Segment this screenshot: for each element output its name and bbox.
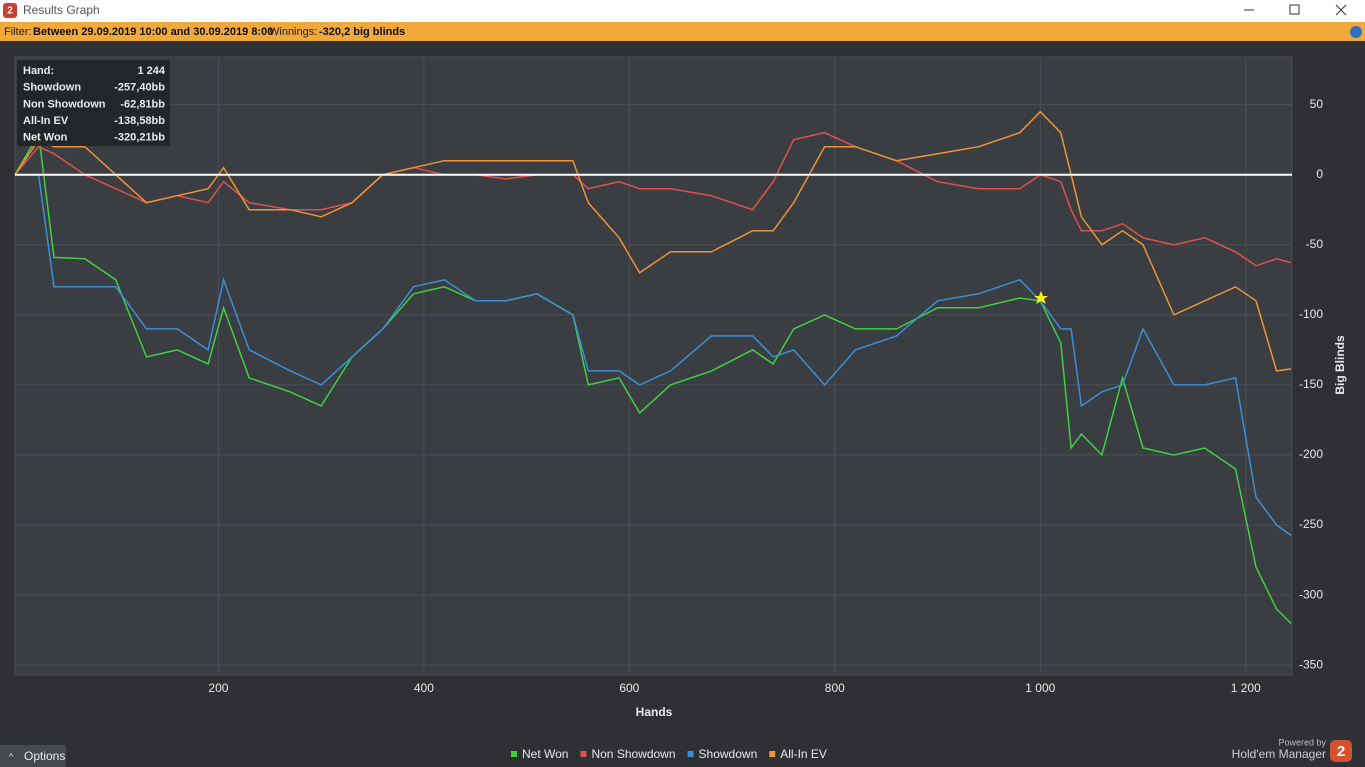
y-tick-label: -50: [1306, 237, 1324, 251]
star-marker: [1034, 291, 1048, 304]
filter-label: Filter:: [4, 26, 32, 38]
close-button[interactable]: [1335, 4, 1347, 16]
brand: Hold'em Manager: [1232, 747, 1326, 761]
x-axis-label: Hands: [636, 705, 673, 719]
tooltip-key: All-In EV: [23, 115, 69, 127]
y-tick-label: -350: [1299, 657, 1323, 671]
tooltip-value: 1 244: [137, 65, 165, 77]
powered-by: Powered by: [1278, 737, 1326, 747]
tooltip-key: Showdown: [23, 82, 81, 94]
options-label: Options: [24, 749, 65, 763]
legend-swatch: [511, 751, 517, 757]
legend-label: Non Showdown: [591, 747, 675, 761]
options-button[interactable]: [0, 745, 66, 767]
legend: Net Won Non Showdown Showdown All-In EV: [511, 747, 827, 761]
tooltip-key: Non Showdown: [23, 98, 106, 110]
y-tick-label: 50: [1310, 97, 1324, 111]
tooltip-value: -320,21bb: [114, 132, 165, 144]
x-tick-label: 1 200: [1231, 681, 1261, 695]
y-tick-label: -300: [1299, 587, 1323, 601]
legend-swatch: [687, 751, 694, 757]
winnings-value: -320,2 big blinds: [319, 26, 405, 38]
x-tick-label: 400: [414, 681, 434, 695]
restore-button[interactable]: [1289, 4, 1300, 15]
legend-swatch: [769, 751, 776, 757]
tooltip-value: -138,58bb: [114, 115, 165, 127]
legend-label: All-In EV: [780, 747, 827, 761]
app-logo: [3, 3, 17, 18]
options-caret: ^: [9, 751, 14, 761]
x-tick-label: 200: [208, 681, 228, 695]
title-bar: [0, 0, 1365, 22]
y-tick-label: -250: [1299, 517, 1323, 531]
legend-label: Showdown: [699, 747, 758, 761]
app-logo-text: 2: [7, 6, 13, 17]
series-line: [14, 131, 1292, 267]
y-tick-label: -100: [1299, 307, 1323, 321]
series-line: [14, 131, 1292, 624]
plot-area: [14, 56, 1293, 676]
brand-logo: [1330, 740, 1352, 762]
y-tick-label: 0: [1316, 167, 1323, 181]
tooltip-value: -62,81bb: [120, 98, 165, 110]
y-tick-label: -200: [1299, 447, 1323, 461]
filter-range: Between 29.09.2019 10:00 and 30.09.2019 …: [33, 26, 273, 38]
y-axis-label: Big Blinds: [1333, 335, 1347, 395]
filter-bar: [0, 22, 1365, 41]
window-title: Results Graph: [23, 3, 100, 17]
legend-label: Net Won: [522, 747, 568, 761]
tooltip-key: Hand:: [23, 65, 54, 77]
x-tick-label: 800: [825, 681, 845, 695]
y-tick-label: -150: [1299, 377, 1323, 391]
help-button[interactable]: [1350, 26, 1362, 38]
tooltip-value: -257,40bb: [114, 82, 165, 94]
plot: 50 0 -50 -100 -150 -200 -250 -300 -350 200 400 600 8…: [14, 56, 1324, 695]
legend-swatch: [580, 751, 587, 757]
x-tick-label: 1 000: [1025, 681, 1055, 695]
series-line: [15, 173, 1292, 537]
tooltip-box: [17, 60, 170, 146]
x-tick-label: 600: [619, 681, 639, 695]
brand-logo-text: 2: [1337, 743, 1345, 760]
tooltip-key: Net Won: [23, 132, 68, 144]
winnings-label: Winnings:: [269, 26, 317, 38]
